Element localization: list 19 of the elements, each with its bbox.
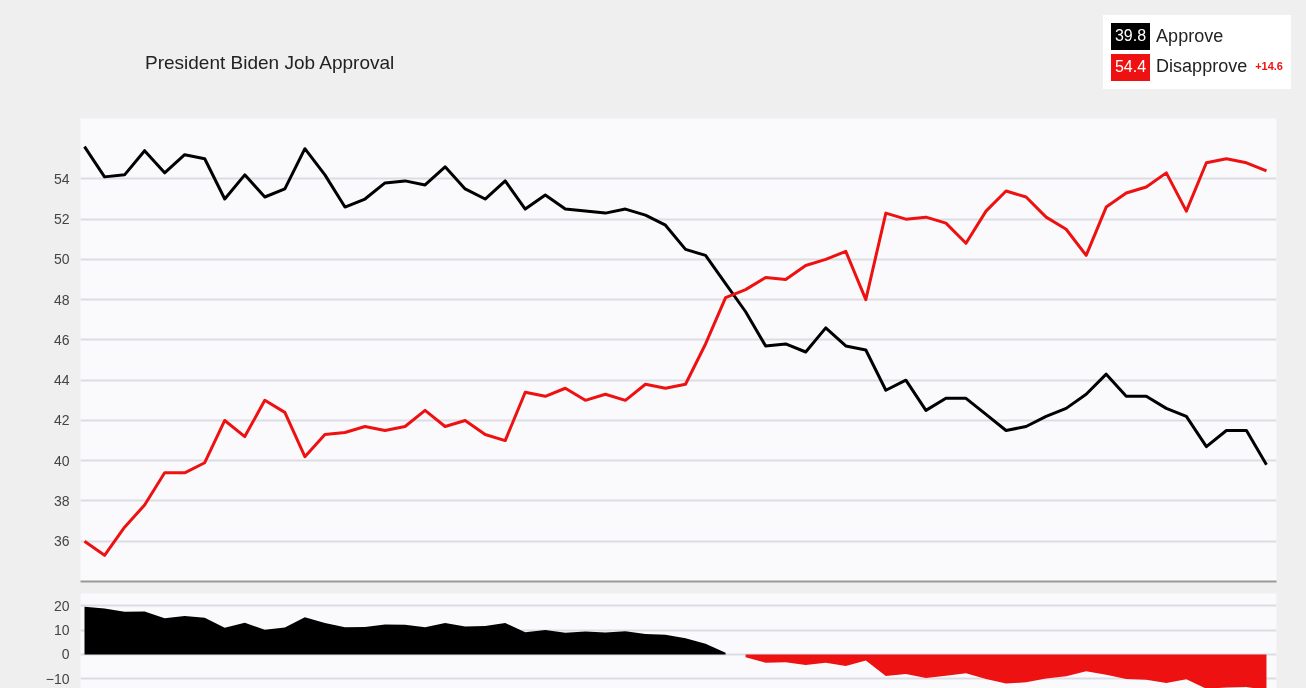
y-tick-label: 44 [53,372,70,389]
y-tick-label: −10 [45,670,70,687]
y-tick-label: 38 [53,492,70,509]
y-tick-label: 0 [61,646,70,663]
line-series [83,145,1268,467]
y-tick-label: 52 [53,211,70,228]
y-tick-label: 10 [53,622,70,639]
y-tick-label: 40 [53,452,70,469]
chart-title: President Biden Job Approval [145,51,395,75]
legend-label: Disapprove [1156,55,1248,79]
y-tick-label: 48 [53,291,70,308]
line-series [83,157,1268,557]
y-tick-label: 42 [53,412,70,429]
legend-label: Approve [1156,24,1224,48]
y-tick-label: 50 [53,251,70,268]
y-tick-label: 36 [53,533,70,550]
y-tick-label: 20 [53,597,70,614]
y-tick-label: 54 [53,170,70,187]
y-tick-label: 46 [53,331,70,348]
